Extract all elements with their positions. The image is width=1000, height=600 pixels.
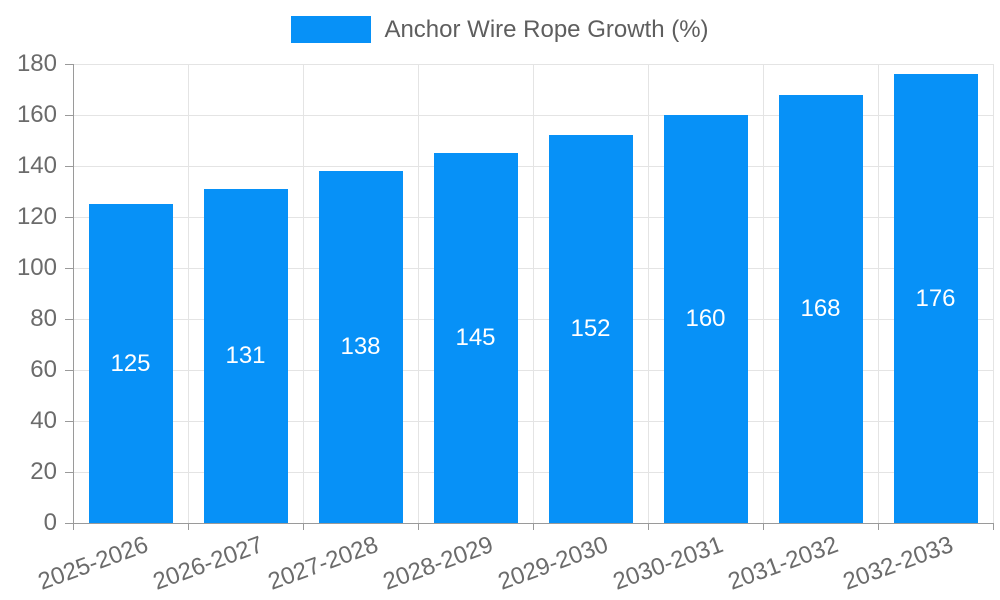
y-axis-tick <box>65 472 73 473</box>
x-axis-tick <box>648 523 649 530</box>
y-axis-tick-label: 120 <box>16 203 57 230</box>
bar[interactable]: 160 <box>663 115 748 523</box>
gridline-vertical <box>648 64 649 523</box>
bar-value-label: 160 <box>685 305 726 332</box>
bar[interactable]: 176 <box>893 74 978 523</box>
gridline-vertical <box>418 64 419 523</box>
gridline-vertical <box>763 64 764 523</box>
x-axis-tick-label: 2031-2032 <box>724 531 842 596</box>
y-axis-tick <box>65 421 73 422</box>
bar-value-label: 145 <box>455 324 496 352</box>
y-axis-tick <box>65 268 73 269</box>
bar[interactable]: 145 <box>433 153 518 523</box>
bar[interactable]: 125 <box>88 204 173 523</box>
bar-value-label: 138 <box>340 333 381 361</box>
bar[interactable]: 168 <box>778 94 863 523</box>
y-axis-tick-label: 160 <box>16 101 57 128</box>
legend-swatch-icon <box>291 16 372 43</box>
legend-item[interactable]: Anchor Wire Rope Growth (%) <box>0 16 1000 43</box>
x-axis-tick-label: 2028-2029 <box>379 531 497 596</box>
legend-label: Anchor Wire Rope Growth (%) <box>384 16 709 43</box>
bar[interactable]: 152 <box>548 135 633 523</box>
gridline-vertical <box>878 64 879 523</box>
y-axis-tick-label: 40 <box>30 407 57 434</box>
gridline-vertical <box>533 64 534 523</box>
x-axis-line <box>73 523 993 524</box>
y-axis-tick-label: 20 <box>30 458 57 485</box>
x-axis-tick <box>763 523 764 530</box>
x-axis-tick-label: 2029-2030 <box>494 531 612 596</box>
y-axis-line <box>73 64 74 530</box>
x-axis-tick <box>878 523 879 530</box>
y-axis-tick-label: 180 <box>16 50 57 77</box>
x-axis-tick <box>188 523 189 530</box>
bar[interactable]: 131 <box>203 188 288 523</box>
x-axis-tick-label: 2027-2028 <box>264 531 382 596</box>
x-axis-tick-label: 2030-2031 <box>609 531 727 596</box>
gridline-vertical <box>993 64 994 523</box>
bar[interactable]: 138 <box>318 171 403 523</box>
y-axis-tick <box>65 64 73 65</box>
y-axis-tick <box>65 370 73 371</box>
x-axis-tick-label: 2032-2033 <box>839 531 957 596</box>
bar-value-label: 176 <box>915 284 956 312</box>
x-axis-tick-label: 2026-2027 <box>149 531 267 596</box>
gridline-vertical <box>188 64 189 523</box>
y-axis-tick-label: 60 <box>30 356 57 383</box>
y-axis-tick <box>65 217 73 218</box>
y-axis-tick-label: 100 <box>16 254 57 281</box>
x-axis-tick <box>418 523 419 530</box>
x-axis-tick <box>303 523 304 530</box>
x-axis-tick <box>533 523 534 530</box>
bar-value-label: 152 <box>570 315 611 343</box>
y-axis-tick-label: 0 <box>43 509 57 536</box>
bar-value-label: 131 <box>225 341 266 369</box>
bar-value-label: 125 <box>110 349 151 377</box>
y-axis-tick <box>65 319 73 320</box>
y-axis-tick <box>65 166 73 167</box>
x-axis-tick-label: 2025-2026 <box>34 531 152 596</box>
y-axis-tick-label: 140 <box>16 152 57 179</box>
y-axis-tick <box>65 115 73 116</box>
bar-value-label: 168 <box>800 294 841 322</box>
gridline-vertical <box>303 64 304 523</box>
x-axis-tick <box>993 523 994 530</box>
y-axis-tick-label: 80 <box>30 305 57 332</box>
y-axis-tick <box>65 523 73 524</box>
